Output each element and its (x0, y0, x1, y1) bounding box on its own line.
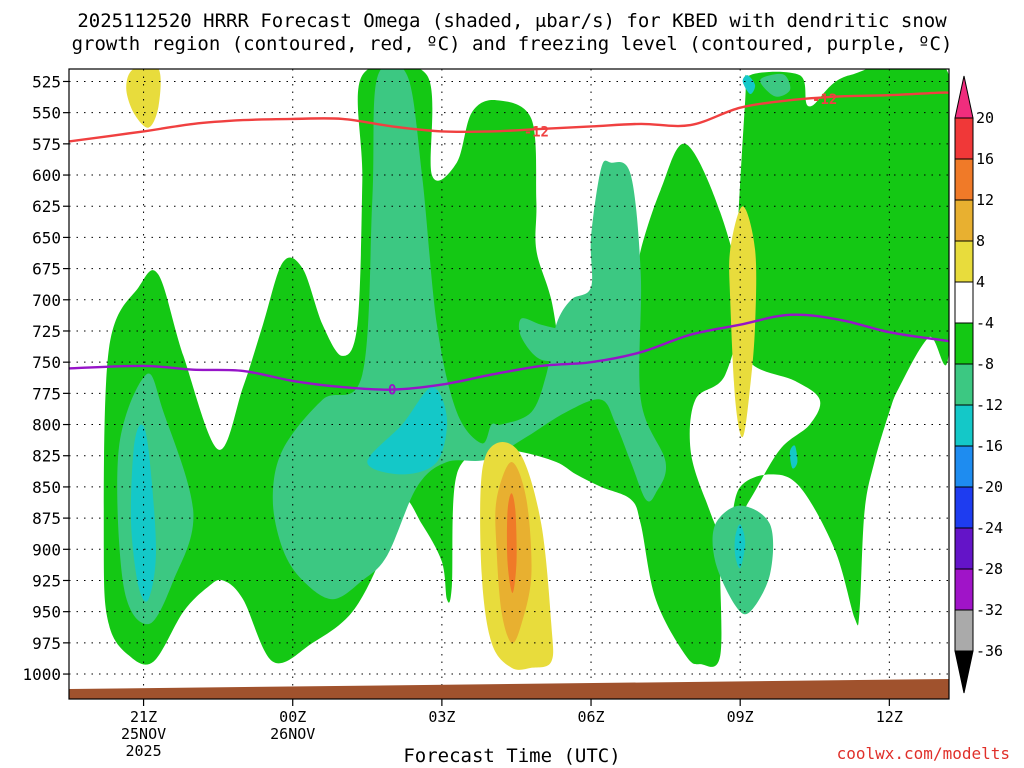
colorbar-swatch (954, 240, 974, 283)
colorbar-label: 8 (976, 232, 985, 250)
y-tick-label: 925 (32, 571, 61, 590)
y-tick-label: 600 (32, 166, 61, 185)
x-tick-label: 21Z (130, 708, 157, 726)
colorbar-label: -20 (976, 478, 1003, 496)
y-tick-label: 950 (32, 603, 61, 622)
y-tick-label: 800 (32, 416, 61, 435)
colorbar-swatch (954, 486, 974, 529)
x-tick-label: 09Z (727, 708, 754, 726)
x-tick-label: 06Z (577, 708, 604, 726)
y-tick-label: 725 (32, 322, 61, 341)
contour-lines: -12 -12 0 (69, 91, 949, 399)
y-tick-label: 1000 (22, 665, 61, 684)
y-tick-label: 700 (32, 291, 61, 310)
colorbar-swatch (954, 404, 974, 447)
colorbar-label: -8 (976, 355, 994, 373)
y-tick-label: 750 (32, 353, 61, 372)
y-tick-label: 875 (32, 509, 61, 528)
omega-region-orange-15 (506, 493, 517, 593)
omega-region-yellow-13 (729, 206, 757, 438)
colorbar-label: 20 (976, 109, 994, 127)
omega-region-cyan-9 (742, 75, 756, 95)
colorbar-label: -4 (976, 314, 994, 332)
colorbar-swatch (954, 117, 974, 160)
chart-title-line-1: 2025112520 HRRR Forecast Omega (shaded, … (77, 10, 947, 32)
colorbar: 20 16 12 8 4 -4 -8 -12 -16 -20 -24 -28 -32 -36 (954, 75, 1003, 694)
colorbar-label: -24 (976, 519, 1003, 537)
colorbar-swatch (954, 568, 974, 611)
y-tick-label: 675 (32, 260, 61, 279)
y-tick-label: 525 (32, 72, 61, 91)
x-tick-label: 25NOV (121, 725, 166, 743)
colorbar-label: -32 (976, 601, 1003, 619)
x-tick-label: 03Z (428, 708, 455, 726)
omega-region-teal-3 (518, 318, 582, 361)
site-credit: coolwx.com/modelts (836, 744, 1010, 763)
x-tick-label: 2025 (126, 742, 162, 760)
colorbar-label: -28 (976, 560, 1003, 578)
contour-line-0 (69, 91, 949, 143)
colorbar-swatch (954, 527, 974, 570)
pressure-axis: 525 550 575 600 625 650 675 700 725 750 775 800 825 8… (22, 72, 69, 684)
omega-region-teal-4 (760, 73, 791, 97)
colorbar-swatch (954, 609, 974, 652)
y-tick-label: 775 (32, 384, 61, 403)
colorbar-swatch (954, 199, 974, 242)
colorbar-label: -16 (976, 437, 1003, 455)
y-tick-label: 825 (32, 447, 61, 466)
y-tick-label: 900 (32, 540, 61, 559)
contour-line-1 (69, 313, 949, 391)
omega-region-cyan-10 (789, 445, 798, 469)
contour-label-0: -12 (524, 124, 549, 140)
x-tick-label: 00Z (279, 708, 306, 726)
colorbar-label: -36 (976, 642, 1003, 660)
chart-title-line-2: growth region (contoured, red, ºC) and f… (71, 33, 953, 55)
y-tick-label: 850 (32, 478, 61, 497)
omega-region-cyan-8 (734, 524, 746, 569)
plot-frame (68, 68, 950, 700)
omega-region-teal-5 (712, 505, 774, 615)
colorbar-label: 12 (976, 191, 994, 209)
colorbar-swatch (954, 363, 974, 406)
colorbar-swatch (954, 322, 974, 365)
y-tick-label: 575 (32, 135, 61, 154)
x-axis-title: Forecast Time (UTC) (403, 745, 621, 767)
colorbar-swatch (954, 445, 974, 488)
y-tick-label: 650 (32, 228, 61, 247)
y-tick-label: 625 (32, 197, 61, 216)
x-tick-label: 12Z (876, 708, 903, 726)
x-tick-label: 26NOV (270, 725, 315, 743)
colorbar-bottom-triangle (954, 650, 974, 694)
colorbar-label: 16 (976, 150, 994, 168)
colorbar-top-triangle (954, 75, 974, 119)
y-tick-label: 550 (32, 104, 61, 123)
colorbar-label: 4 (976, 273, 985, 291)
contour-label-2: 0 (388, 383, 396, 399)
colorbar-swatch (954, 158, 974, 201)
omega-region-cyan-6 (367, 387, 448, 475)
ground-surface (69, 679, 949, 699)
colorbar-swatch (954, 281, 974, 324)
contour-label-1: -12 (812, 92, 837, 108)
y-tick-label: 975 (32, 634, 61, 653)
omega-region-cyan-7 (130, 424, 156, 602)
colorbar-label: -12 (976, 396, 1003, 414)
